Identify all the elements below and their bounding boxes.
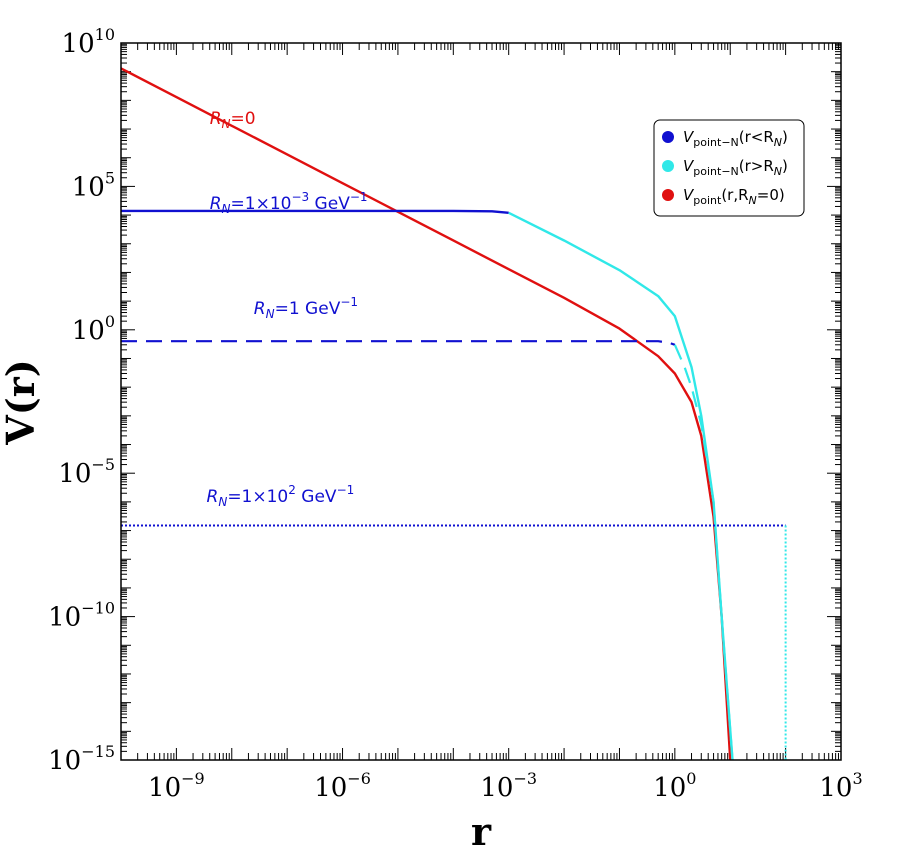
minor-ticks: [120, 43, 841, 761]
x-tick-label: 103: [819, 769, 862, 803]
legend-box: [653, 119, 805, 217]
y-tick-labels: 1010 105 100 10−5 10−10 10−15: [48, 25, 115, 776]
y-tick-label: 100: [72, 312, 115, 346]
series-layer: [121, 67, 787, 760]
x-tick-label: 10−3: [480, 769, 537, 803]
x-tick-label: 10−9: [148, 769, 205, 803]
series-line-rn1e-3: [121, 209, 509, 215]
annotations: RN=0 RN=1×10−3 GeV−1 RN=1 GeV−1 RN=1×102 Ge…: [207, 109, 368, 509]
x-tick-label: 100: [653, 769, 696, 803]
y-tick-label: 10−5: [58, 455, 115, 489]
legend-entry: Vpoint−N(r<RN): [683, 128, 788, 149]
y-tick-label: 10−15: [48, 742, 115, 776]
annotation-rn1e2: RN=1×102 GeV−1: [207, 483, 355, 509]
series-line-rn0: [121, 67, 732, 760]
legend-entry: Vpoint(r,RN=0): [683, 186, 785, 207]
legend-marker: [662, 131, 674, 143]
y-tick-label: 10−10: [48, 599, 115, 633]
series-line-rn1: [673, 344, 734, 760]
y-axis-title: V(r): [0, 359, 43, 445]
x-axis-title: r: [471, 809, 492, 854]
annotation-rn1: RN=1 GeV−1: [254, 295, 358, 321]
legend-marker: [662, 160, 674, 172]
y-tick-label: 105: [72, 168, 115, 202]
series-line-rn1: [121, 340, 676, 346]
annotation-rn0: RN=0: [210, 109, 256, 131]
plot-frame: [120, 42, 842, 761]
y-tick-label: 1010: [62, 25, 115, 59]
legend-marker: [662, 189, 674, 201]
series-line-rn1e-3: [508, 211, 734, 760]
legend-entry: Vpoint−N(r>RN): [683, 157, 788, 178]
x-tick-label: 10−6: [314, 769, 371, 803]
x-tick-labels: 10−9 10−6 10−3 100 103: [148, 769, 863, 803]
legend: Vpoint−N(r<RN) Vpoint−N(r>RN) Vpoint(r,RN=…: [653, 119, 805, 217]
annotation-rn1e-3: RN=1×10−3 GeV−1: [210, 190, 368, 216]
